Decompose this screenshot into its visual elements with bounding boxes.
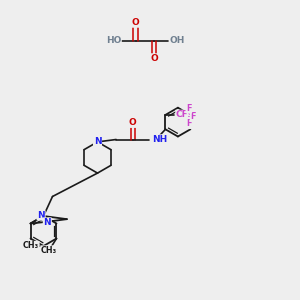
Text: OH: OH	[169, 36, 185, 45]
Text: CH₃: CH₃	[23, 242, 39, 250]
Text: NH: NH	[152, 135, 168, 144]
Text: N: N	[37, 211, 45, 220]
Text: N: N	[94, 137, 101, 146]
Text: CH₃: CH₃	[41, 246, 57, 255]
Text: O: O	[150, 54, 158, 63]
Text: O: O	[132, 18, 140, 27]
Text: F: F	[190, 112, 196, 121]
Text: CF₃: CF₃	[176, 110, 193, 119]
Text: N: N	[44, 218, 51, 227]
Text: F: F	[186, 104, 191, 113]
Text: HO: HO	[106, 36, 121, 45]
Text: O: O	[129, 118, 136, 127]
Text: F: F	[186, 119, 191, 128]
